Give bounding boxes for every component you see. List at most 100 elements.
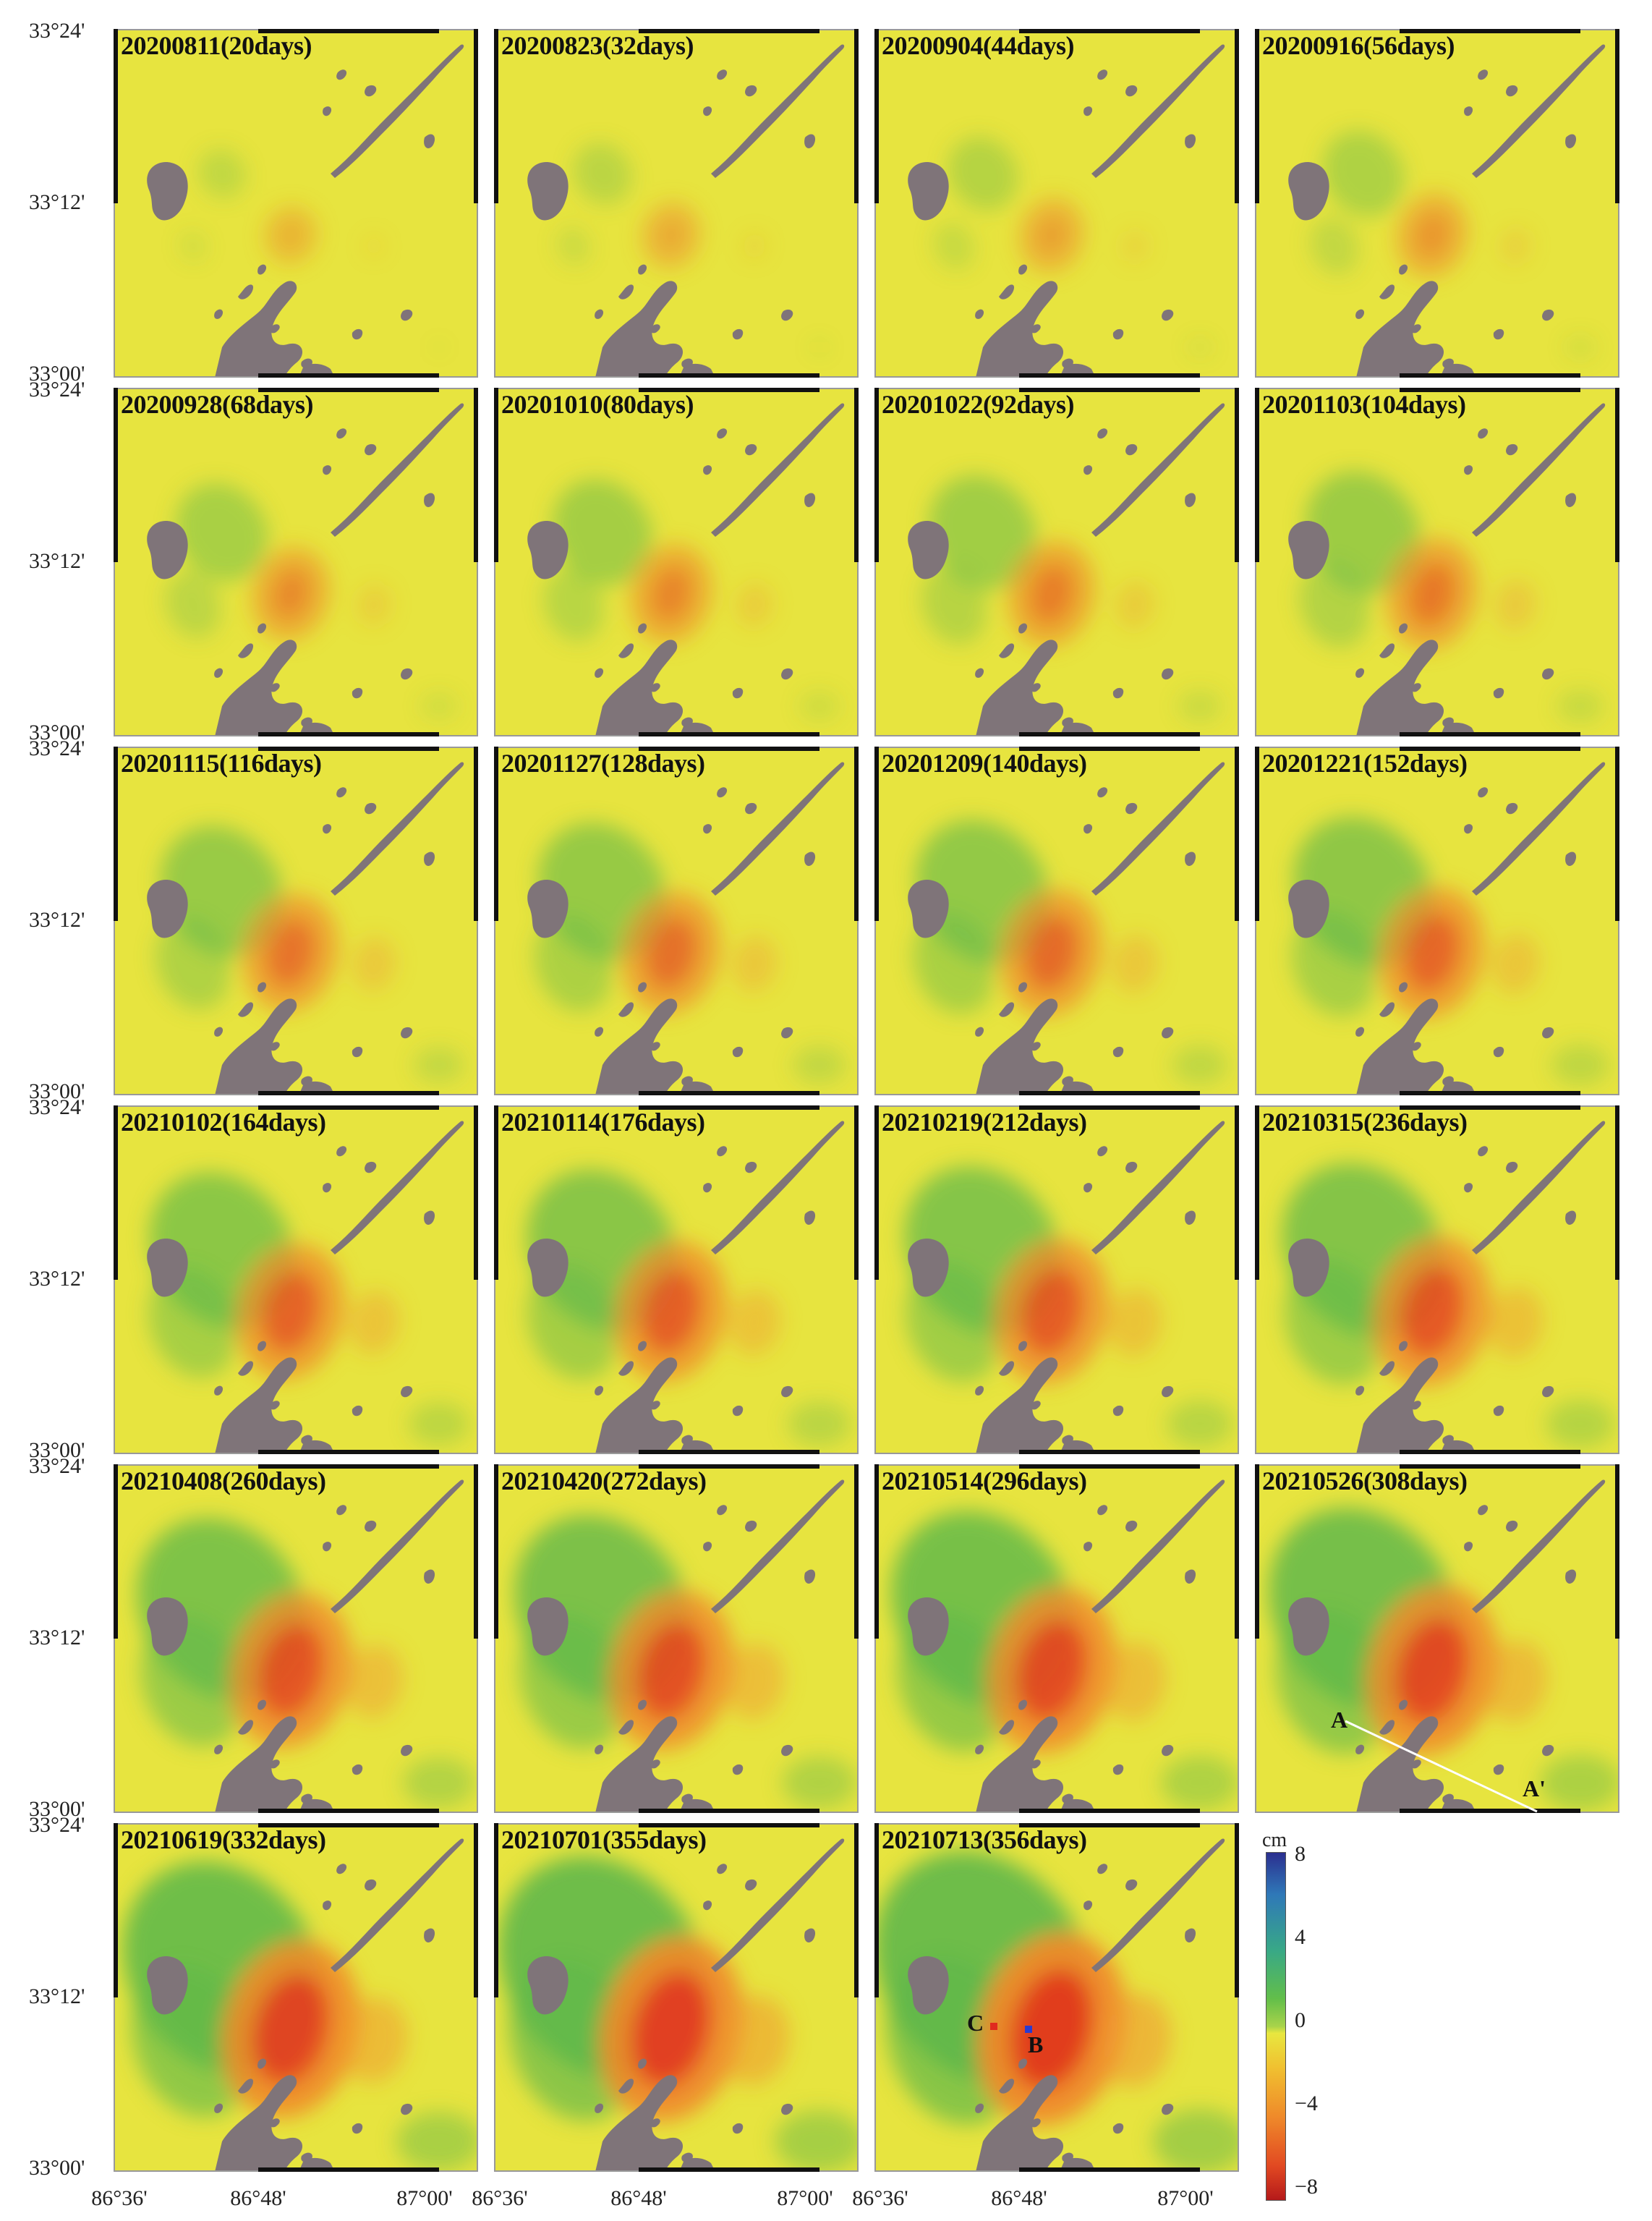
y-axis-label-top: 33°24' <box>29 19 85 43</box>
deformation-map <box>1255 1464 1619 1813</box>
map-panel: 20200928(68days) <box>114 388 478 736</box>
water-bodies <box>147 1838 464 2172</box>
map-panel: A A' 20210526(308days) <box>1255 1464 1619 1813</box>
water-bodies <box>147 762 464 1095</box>
colorbar <box>1266 1852 1286 2201</box>
panel-title: 20210102(164days) <box>121 1108 326 1137</box>
y-axis-label-top: 33°24' <box>29 1095 85 1119</box>
map-panel: 20201115(116days) <box>114 747 478 1095</box>
map-panel: 20210315(236days) <box>1255 1105 1619 1454</box>
x-axis-label: 86°36' <box>91 2186 148 2210</box>
panel-title: 20210219(212days) <box>882 1108 1087 1137</box>
colorbar-unit: cm <box>1262 1829 1287 1851</box>
panel-title: 20210114(176days) <box>501 1108 705 1137</box>
map-panel: 20210619(332days) <box>114 1823 478 2172</box>
panel-title: 20210701(355days) <box>501 1825 707 1854</box>
point-c-label: C <box>967 2010 984 2036</box>
water-bodies <box>527 1121 845 1454</box>
panel-title: 20200904(44days) <box>882 31 1075 60</box>
x-axis-label: 86°48' <box>991 2186 1047 2210</box>
panel-title: 20210619(332days) <box>121 1825 326 1854</box>
deformation-field <box>912 820 1228 1085</box>
y-axis-label-mid: 33°12' <box>29 549 85 573</box>
deformation-map <box>494 747 859 1095</box>
deformation-field <box>556 143 830 356</box>
y-axis-label-bottom: 33°00' <box>29 1438 85 1462</box>
deformation-field <box>179 148 447 354</box>
water-bodies <box>527 1838 845 2172</box>
water-bodies <box>908 1838 1225 2172</box>
x-axis-label: 87°00' <box>777 2186 833 2210</box>
water-bodies <box>527 403 845 736</box>
y-axis-label-bottom: 33°00' <box>29 1079 85 1103</box>
deformation-map <box>114 747 478 1095</box>
x-axis-label: 86°48' <box>230 2186 286 2210</box>
water-bodies <box>527 762 845 1095</box>
deformation-field <box>933 137 1214 357</box>
map-panel: 20210408(260days) <box>114 1464 478 1813</box>
panel-title: 20200823(32days) <box>501 31 694 60</box>
map-panel: 20200811(20days) <box>114 29 478 378</box>
x-axis-label: 86°36' <box>472 2186 528 2210</box>
deformation-field <box>543 479 840 721</box>
x-axis-label: 87°00' <box>1157 2186 1214 2210</box>
deformation-map <box>874 1464 1239 1813</box>
panel-title: 20200916(56days) <box>1262 31 1455 60</box>
panel-title: 20200811(20days) <box>121 31 312 60</box>
y-axis-label-top: 33°24' <box>29 736 85 760</box>
x-axis-label: 86°48' <box>610 2186 667 2210</box>
deformation-map <box>874 29 1239 378</box>
deformation-field <box>156 825 464 1083</box>
deformation-map <box>114 29 478 378</box>
map-panel: 20201103(104days) <box>1255 388 1619 736</box>
panel-title: 20210408(260days) <box>121 1466 326 1495</box>
y-axis-label-bottom: 33°00' <box>29 1797 85 1821</box>
deformation-map <box>1255 388 1619 736</box>
panel-title: 20201022(92days) <box>882 390 1075 419</box>
panel-title: 20210514(296days) <box>882 1466 1087 1495</box>
y-axis-label-bottom: 33°00' <box>29 721 85 744</box>
deformation-field <box>527 1169 851 1446</box>
y-axis-label-bottom: 33°00' <box>29 362 85 386</box>
deformation-field <box>165 483 458 720</box>
water-bodies <box>908 1479 1225 1813</box>
deformation-map <box>114 1105 478 1454</box>
map-panel: 20201127(128days) <box>494 747 859 1095</box>
deformation-field <box>534 823 846 1084</box>
deformation-map <box>1255 747 1619 1095</box>
water-bodies <box>908 762 1225 1095</box>
y-axis-label-top: 33°24' <box>29 378 85 402</box>
panel-title: 20201010(80days) <box>501 390 694 419</box>
colorbar-tick-label: 0 <box>1295 2008 1306 2032</box>
y-axis-label-top: 33°24' <box>29 1813 85 1837</box>
panel-title: 20210420(272days) <box>501 1466 707 1495</box>
deformation-field <box>1299 471 1604 723</box>
deformation-map <box>1255 29 1619 378</box>
y-axis-label-mid: 33°12' <box>29 1267 85 1291</box>
point-b-marker <box>1025 2026 1032 2033</box>
water-bodies <box>908 1121 1225 1454</box>
colorbar-tick-label: 4 <box>1295 1925 1306 1949</box>
water-bodies <box>1288 762 1606 1095</box>
map-panel: 20210514(296days) <box>874 1464 1239 1813</box>
deformation-map <box>1255 1105 1619 1454</box>
panel-title: 20201103(104days) <box>1262 390 1466 419</box>
water-bodies <box>1288 1479 1606 1813</box>
map-panel: 20201010(80days) <box>494 388 859 736</box>
deformation-map <box>874 388 1239 736</box>
deformation-map <box>494 388 859 736</box>
deformation-field <box>1310 130 1596 360</box>
deformation-map <box>874 1105 1239 1454</box>
y-axis-label-mid: 33°12' <box>29 908 85 932</box>
profile-line <box>1345 1720 1538 1813</box>
map-panel: 20210219(212days) <box>874 1105 1239 1454</box>
colorbar-tick-label: −4 <box>1295 2092 1318 2115</box>
panel-title: 20210713(356days) <box>882 1825 1087 1854</box>
water-bodies <box>908 403 1225 736</box>
colorbar-tick-label: 8 <box>1295 1842 1306 1866</box>
map-panel: 20201209(140days) <box>874 747 1239 1095</box>
point-c-marker <box>990 2023 997 2030</box>
y-axis-label-mid: 33°12' <box>29 190 85 214</box>
y-axis-label-top: 33°24' <box>29 1454 85 1478</box>
water-bodies <box>147 1479 464 1813</box>
